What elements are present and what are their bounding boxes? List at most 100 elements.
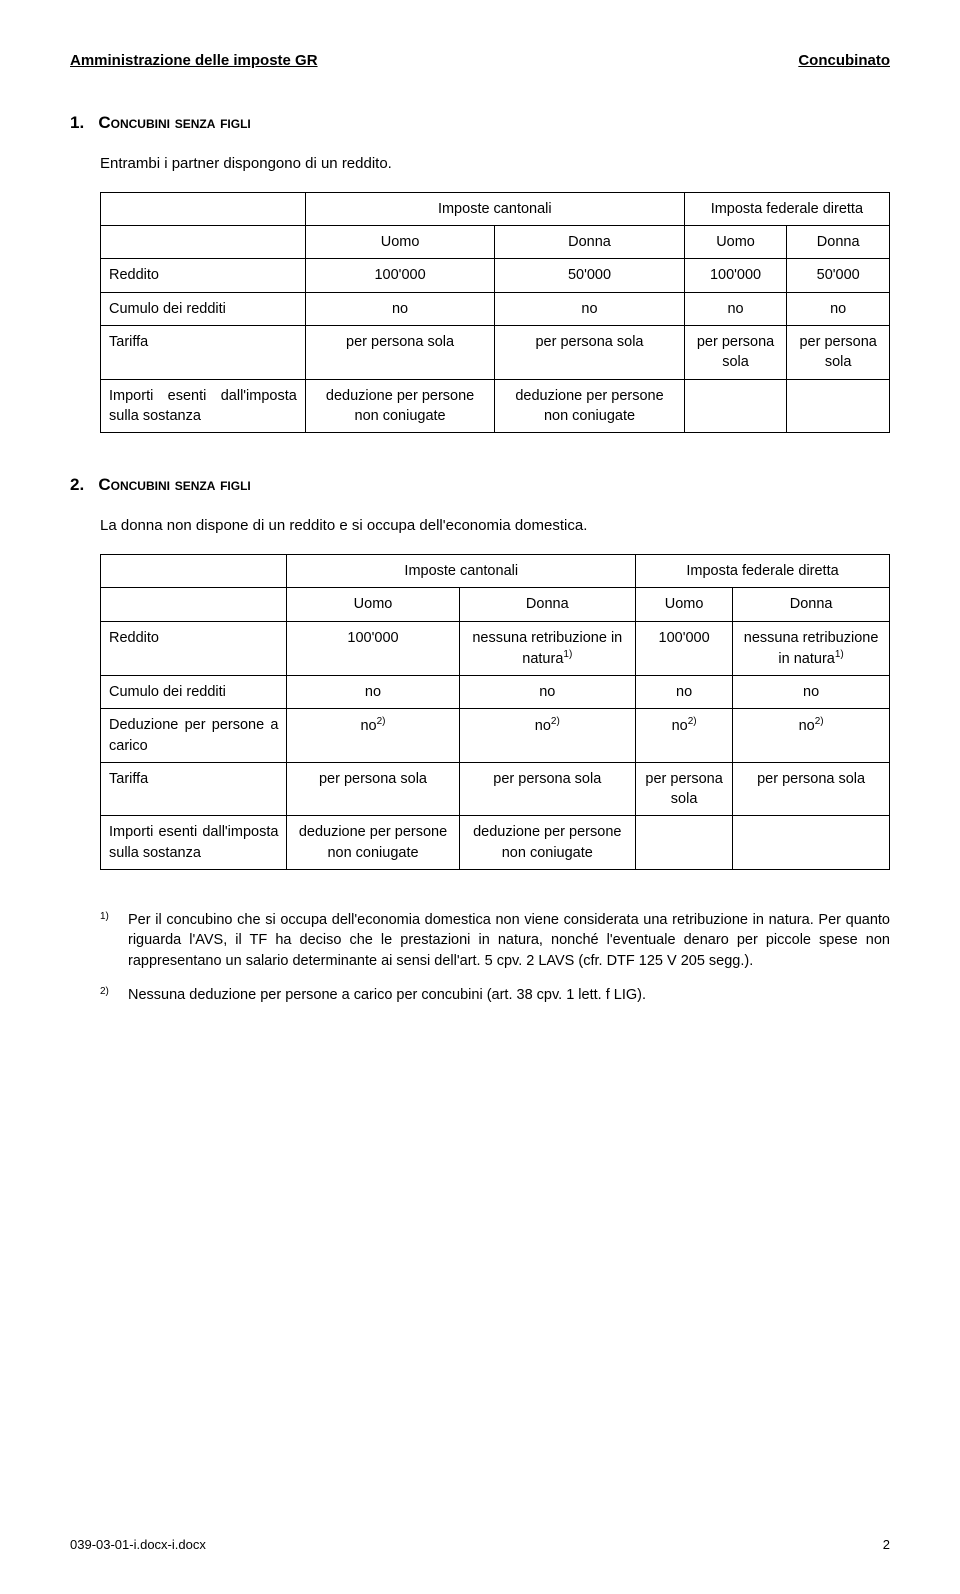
table-row: Importi esenti dall'imposta sulla sostan… (101, 379, 890, 433)
table1-corner (101, 192, 306, 225)
cell: per persona sola (287, 762, 459, 816)
header-left: Amministrazione delle imposte GR (70, 50, 318, 71)
cell: per persona sola (495, 325, 684, 379)
row-label: Cumulo dei redditi (101, 292, 306, 325)
cell: nessuna retribuzione in natura1) (733, 621, 890, 675)
cell: per persona sola (787, 325, 890, 379)
cell: deduzione per persone non coniugate (495, 379, 684, 433)
cell: deduzione per persone non coniugate (305, 379, 494, 433)
cell-sup: 2) (688, 716, 697, 727)
cell-sup: 2) (377, 716, 386, 727)
section2-number: 2. (70, 475, 84, 494)
row-label: Importi esenti dall'imposta sulla sostan… (101, 379, 306, 433)
table1-sub-uomo1: Uomo (305, 226, 494, 259)
cell: deduzione per persone non coniugate (287, 816, 459, 870)
section1-number: 1. (70, 113, 84, 132)
table-row: Tariffa per persona sola per persona sol… (101, 325, 890, 379)
cell: 100'000 (305, 259, 494, 292)
cell-text: no (799, 718, 815, 734)
section1-heading: 1. Concubini senza figli (70, 111, 890, 135)
cell: deduzione per persone non coniugate (459, 816, 636, 870)
row-label: Reddito (101, 621, 287, 675)
cell (684, 379, 787, 433)
row-label: Tariffa (101, 325, 306, 379)
cell-text: no (535, 718, 551, 734)
cell-text: nessuna retribuzione in natura (744, 630, 879, 667)
cell: no (787, 292, 890, 325)
table1-sub-donna1: Donna (495, 226, 684, 259)
cell: 50'000 (787, 259, 890, 292)
cell-text: nessuna retribuzione in natura (472, 630, 622, 667)
table2-sub-donna2: Donna (733, 588, 890, 621)
cell: no (305, 292, 494, 325)
footer-left: 039-03-01-i.docx-i.docx (70, 1536, 206, 1554)
row-label: Cumulo dei redditi (101, 675, 287, 708)
section2-heading: 2. Concubini senza figli (70, 473, 890, 497)
table2-sub-donna1: Donna (459, 588, 636, 621)
cell: no (459, 675, 636, 708)
cell: per persona sola (733, 762, 890, 816)
table2-sub-uomo1: Uomo (287, 588, 459, 621)
cell: 100'000 (636, 621, 733, 675)
footnote-marker: 2) (100, 985, 128, 1005)
cell: nessuna retribuzione in natura1) (459, 621, 636, 675)
cell: no2) (287, 709, 459, 763)
footnote-text: Nessuna deduzione per persone a carico p… (128, 985, 890, 1005)
table2-group-left: Imposte cantonali (287, 554, 636, 587)
table2-sub-empty (101, 588, 287, 621)
section1-intro: Entrambi i partner dispongono di un redd… (70, 153, 890, 174)
section1-title: Concubini senza figli (98, 113, 250, 132)
page-footer: 039-03-01-i.docx-i.docx 2 (70, 1536, 890, 1554)
cell-text: no (360, 718, 376, 734)
row-label: Tariffa (101, 762, 287, 816)
row-label: Deduzione per persone a carico (101, 709, 287, 763)
page-header: Amministrazione delle imposte GR Concubi… (70, 50, 890, 71)
cell: per persona sola (459, 762, 636, 816)
cell-sup: 1) (563, 649, 572, 660)
table2-sub-uomo2: Uomo (636, 588, 733, 621)
cell: per persona sola (684, 325, 787, 379)
cell-sup: 2) (815, 716, 824, 727)
table-row: Cumulo dei redditi no no no no (101, 675, 890, 708)
table-row: Cumulo dei redditi no no no no (101, 292, 890, 325)
table-row: Tariffa per persona sola per persona sol… (101, 762, 890, 816)
table2: Imposte cantonali Imposta federale diret… (100, 554, 890, 870)
footnote-marker: 1) (100, 910, 128, 971)
footnotes: 1) Per il concubino che si occupa dell'e… (70, 910, 890, 1005)
table1-group-left: Imposte cantonali (305, 192, 684, 225)
row-label: Reddito (101, 259, 306, 292)
header-right: Concubinato (798, 50, 890, 71)
cell: no (684, 292, 787, 325)
table-row: Reddito 100'000 nessuna retribuzione in … (101, 621, 890, 675)
table1: Imposte cantonali Imposta federale diret… (100, 192, 890, 433)
table1-group-right: Imposta federale diretta (684, 192, 889, 225)
cell: no2) (636, 709, 733, 763)
cell (733, 816, 890, 870)
table1-sub-empty (101, 226, 306, 259)
cell: per persona sola (305, 325, 494, 379)
cell (636, 816, 733, 870)
cell: per persona sola (636, 762, 733, 816)
cell: no (733, 675, 890, 708)
footer-right: 2 (883, 1536, 890, 1554)
table1-sub-uomo2: Uomo (684, 226, 787, 259)
cell (787, 379, 890, 433)
cell: 100'000 (684, 259, 787, 292)
cell-sup: 1) (835, 649, 844, 660)
cell: no2) (459, 709, 636, 763)
cell: 100'000 (287, 621, 459, 675)
footnote-1: 1) Per il concubino che si occupa dell'e… (100, 910, 890, 971)
table-row: Reddito 100'000 50'000 100'000 50'000 (101, 259, 890, 292)
table-row: Deduzione per persone a carico no2) no2)… (101, 709, 890, 763)
cell-sup: 2) (551, 716, 560, 727)
section2-title: Concubini senza figli (98, 475, 250, 494)
cell: no (636, 675, 733, 708)
section2-intro: La donna non dispone di un reddito e si … (70, 515, 890, 536)
cell: no2) (733, 709, 890, 763)
cell: no (287, 675, 459, 708)
table2-corner (101, 554, 287, 587)
table1-sub-donna2: Donna (787, 226, 890, 259)
cell: no (495, 292, 684, 325)
footnote-2: 2) Nessuna deduzione per persone a caric… (100, 985, 890, 1005)
table2-group-right: Imposta federale diretta (636, 554, 890, 587)
